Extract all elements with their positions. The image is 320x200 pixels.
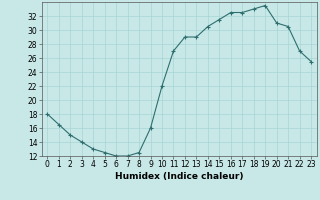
X-axis label: Humidex (Indice chaleur): Humidex (Indice chaleur)	[115, 172, 244, 181]
